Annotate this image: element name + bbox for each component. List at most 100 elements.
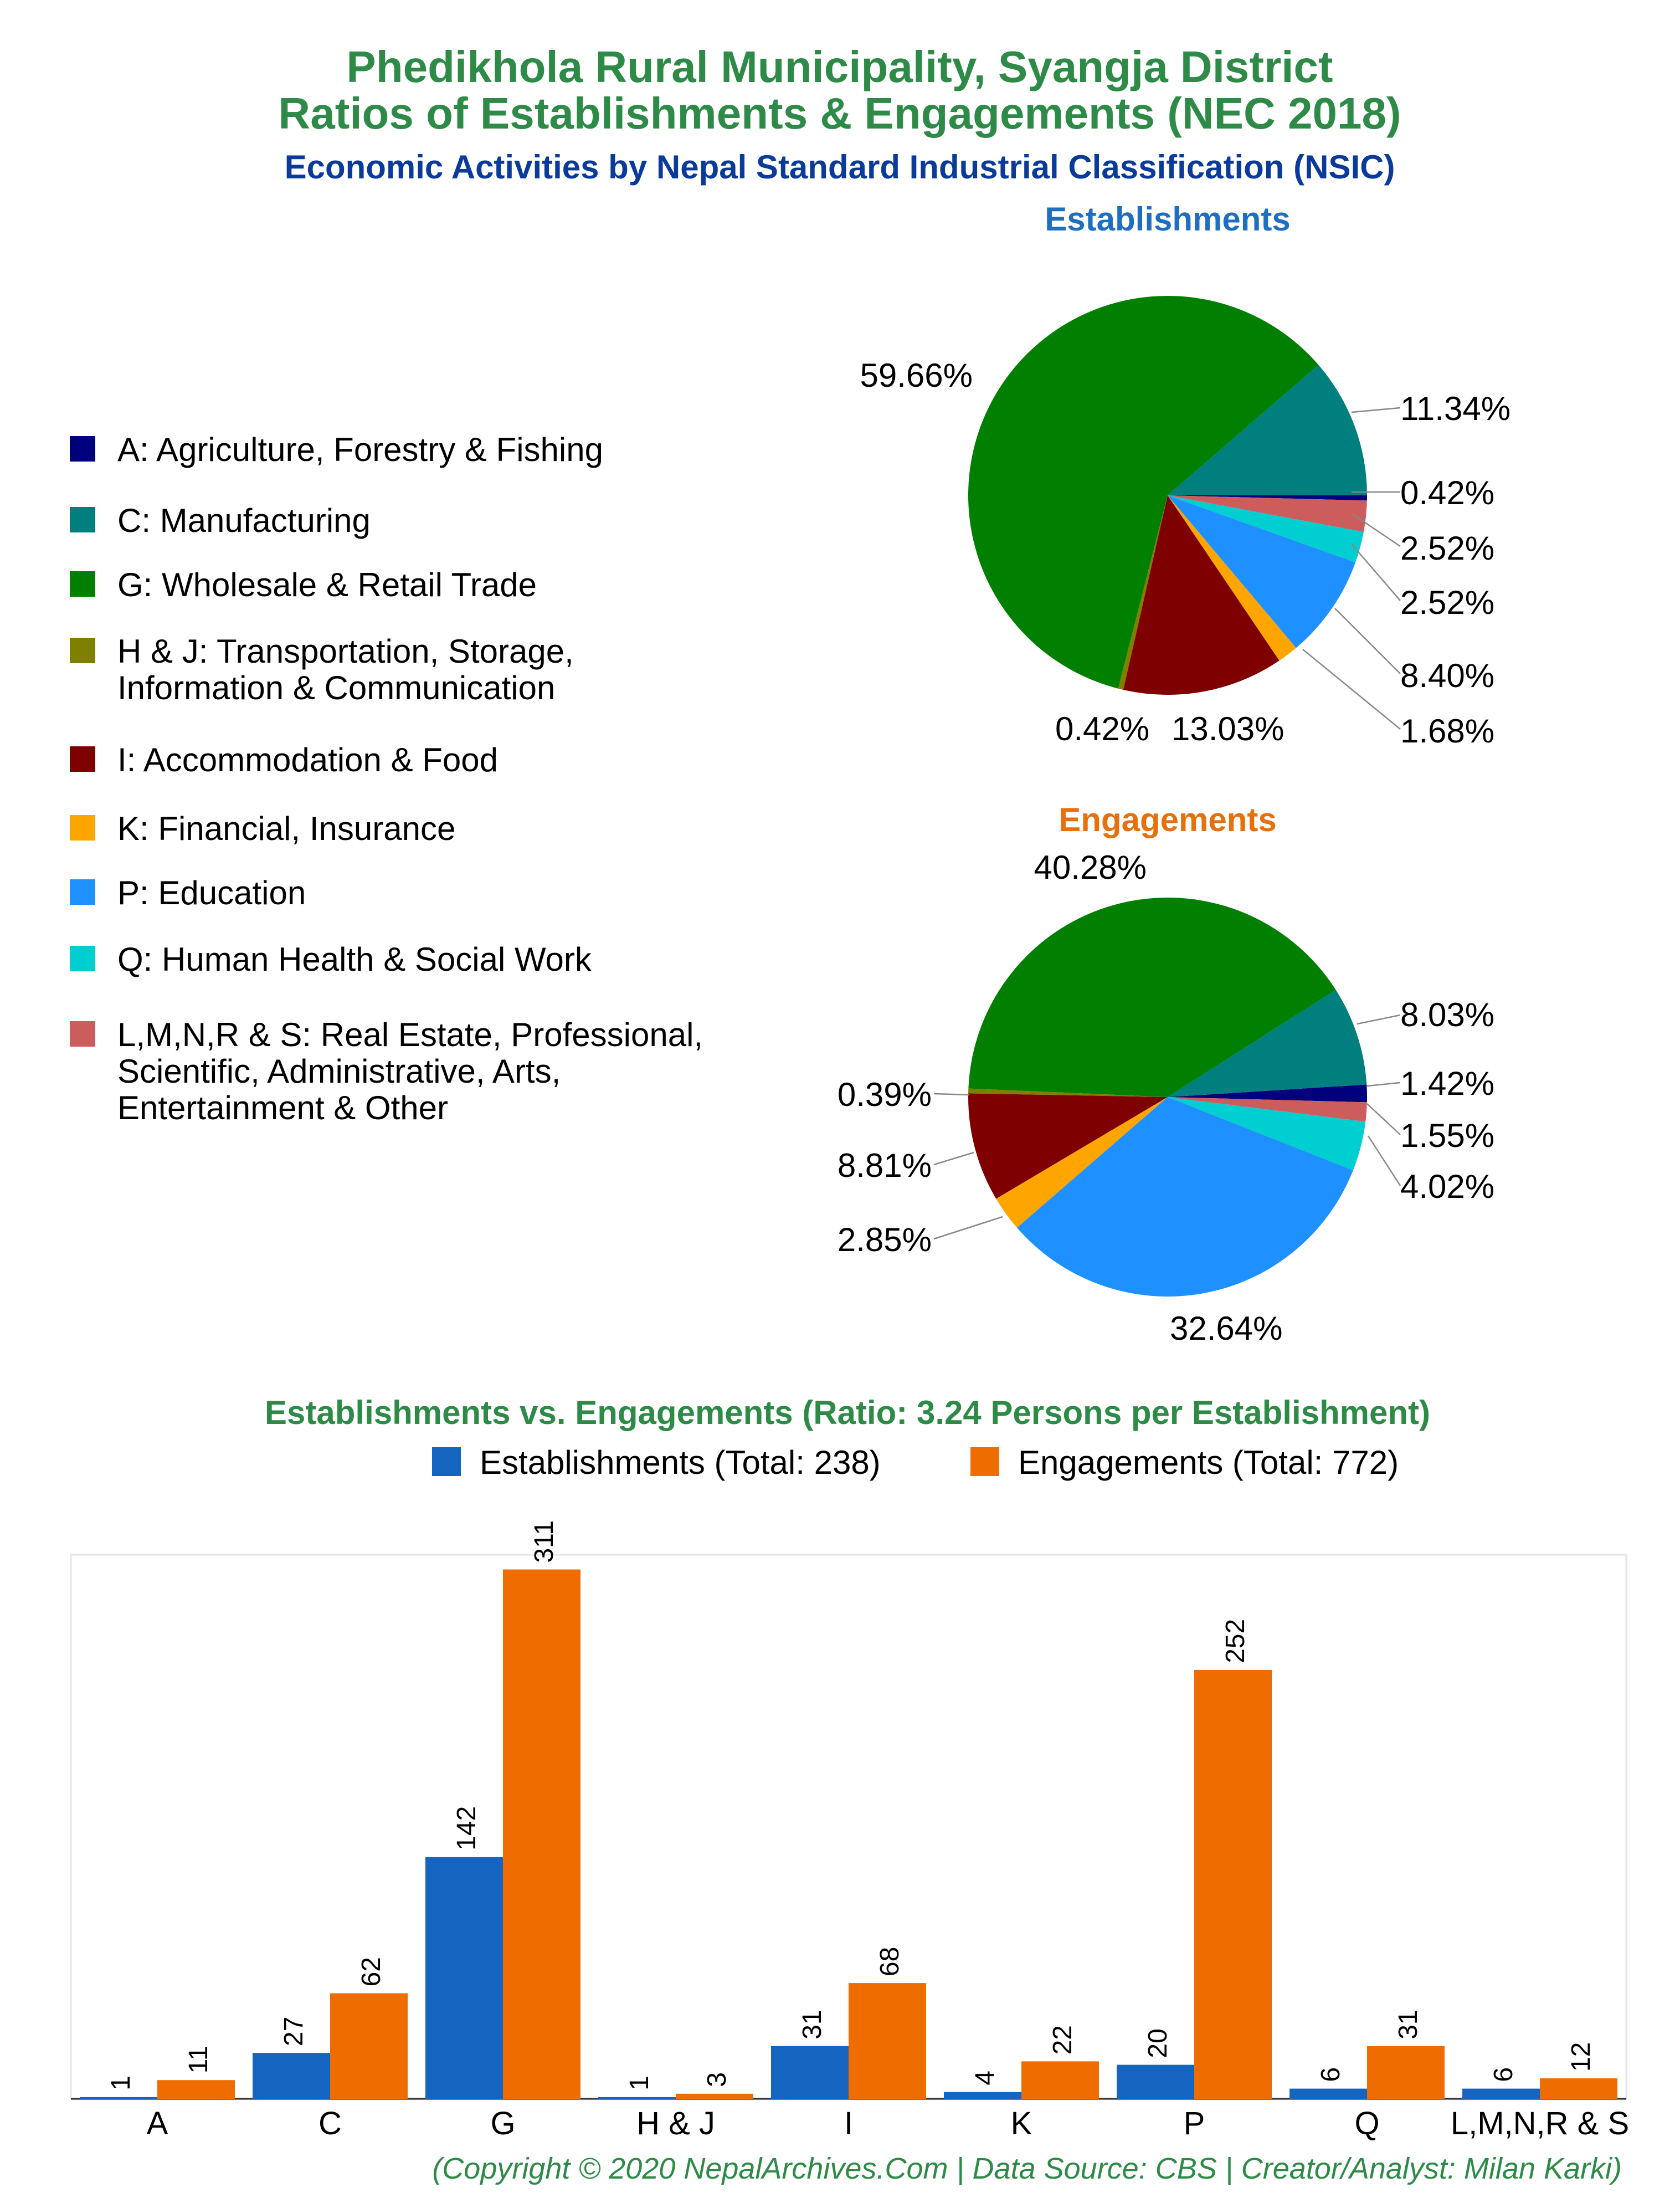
eng-pie-leader-a (1366, 1082, 1401, 1087)
eng-pie-slice-g (968, 898, 1336, 1097)
bar-engagements-g (503, 1569, 580, 2099)
bar-value-establishments-l-m-n-r-s: 6 (1489, 2067, 1518, 2082)
bar-category-label-h-j: H & J (636, 2105, 715, 2141)
bar-engagements-k (1021, 2061, 1099, 2099)
establishments-pie-chart: 0.42% 11.34% 59.66% 0.42% 13.03% 1.68% 8.40% 2.… (860, 296, 1511, 750)
est-pie-label-c: 11.34% (1400, 390, 1511, 427)
eng-pie-slice-k (996, 1097, 1168, 1228)
title-line-1: Phedikhola Rural Municipality, Syangja D… (346, 42, 1333, 91)
eng-pie-label-g: 40.28% (1034, 849, 1147, 886)
engagements-pie-chart: 1.42% 8.03% 40.28% 0.39% 8.81% 2.85% 32.64% 4.0… (838, 849, 1494, 1347)
bar-value-engagements-i: 68 (875, 1947, 905, 1976)
legend-swatch-q (70, 946, 95, 971)
legend-swatch-engagements (970, 1447, 999, 1476)
eng-pie-leader-k (933, 1216, 1003, 1240)
legend-swatch-establishments (432, 1447, 461, 1476)
bar-chart-legend: Establishments (Total: 238) Engagements … (432, 1444, 1399, 1481)
est-pie-label-p: 8.40% (1400, 657, 1494, 694)
bar-establishments-l-m-n-r-s (1462, 2088, 1540, 2099)
bar-value-establishments-i: 31 (798, 2010, 827, 2039)
eng-pie-label-c: 8.03% (1400, 996, 1494, 1033)
bar-category-label-g: G (490, 2105, 515, 2141)
est-pie-slice-c (1168, 365, 1367, 495)
est-pie-label-g: 59.66% (860, 357, 973, 394)
eng-pie-slice-c (1168, 990, 1367, 1097)
eng-pie-label-h-j: 0.39% (838, 1076, 932, 1113)
legend-label-i: I: Accommodation & Food (117, 741, 498, 778)
eng-pie-leader-c (1357, 1014, 1401, 1025)
bar-engagements-h-j (676, 2093, 753, 2099)
bar-category-label-c: C (318, 2105, 342, 2141)
bar-value-engagements-k: 22 (1048, 2025, 1077, 2054)
bar-establishments-q (1289, 2088, 1367, 2099)
est-pie-leader-p (1334, 608, 1401, 674)
eng-pie-label-q: 4.02% (1400, 1168, 1494, 1205)
bar-category-label-p: P (1184, 2105, 1205, 2141)
est-pie-leader-q (1351, 544, 1401, 601)
title-line-2: Ratios of Establishments & Engagements (… (278, 89, 1401, 138)
bar-establishments-k (944, 2092, 1021, 2099)
est-pie-label-k: 1.68% (1400, 713, 1494, 750)
est-pie-slice-g (968, 296, 1319, 689)
est-pie-label-a: 0.42% (1400, 474, 1494, 511)
bar-category-label-a: A (147, 2105, 168, 2141)
est-pie-label-h-j: 0.42% (1055, 710, 1149, 747)
est-pie-leader-c (1351, 407, 1401, 413)
establishments-pie-title: Establishments (1045, 201, 1290, 238)
bar-value-establishments-p: 20 (1143, 2028, 1173, 2058)
eng-pie-label-p: 32.64% (1170, 1310, 1283, 1347)
legend-label-k: K: Financial, Insurance (117, 810, 455, 847)
est-pie-label-i: 13.03% (1172, 710, 1285, 747)
legend-swatch-p (70, 879, 95, 905)
legend-label-l-m-n-r-s: Entertainment & Other (117, 1089, 448, 1126)
eng-pie-label-a: 1.42% (1400, 1065, 1494, 1102)
est-pie-slice-h-j (1118, 495, 1168, 690)
legend-label-q: Q: Human Health & Social Work (117, 941, 592, 978)
eng-pie-slice-i (968, 1093, 1168, 1199)
eng-pie-slice-a (1168, 1084, 1368, 1103)
est-pie-slice-i (1123, 495, 1280, 695)
bar-value-engagements-l-m-n-r-s: 12 (1566, 2042, 1596, 2072)
bar-value-establishments-g: 142 (452, 1806, 481, 1851)
eng-pie-leader-h-j (933, 1093, 970, 1096)
bar-establishments-p (1117, 2064, 1194, 2099)
legend-label-l-m-n-r-s: L,M,N,R & S: Real Estate, Professional, (117, 1016, 703, 1053)
legend-label-h-j: H & J: Transportation, Storage, (117, 633, 574, 670)
eng-pie-slice-p (1017, 1097, 1353, 1297)
bar-value-engagements-c: 62 (357, 1957, 386, 1986)
bar-engagements-p (1194, 1669, 1272, 2099)
engagements-pie-title: Engagements (1059, 801, 1276, 838)
legend-swatch-a (70, 436, 95, 462)
subtitle: Economic Activities by Nepal Standard In… (285, 148, 1395, 186)
legend-swatch-c (70, 507, 95, 532)
legend-label-c: C: Manufacturing (117, 502, 371, 539)
bar-value-engagements-g: 311 (530, 1520, 559, 1563)
legend-label-h-j: Information & Communication (117, 669, 555, 706)
bar-category-label-i: I (844, 2105, 853, 2141)
bar-engagements-c (330, 1993, 408, 2099)
est-pie-label-q: 2.52% (1400, 584, 1494, 621)
legend-swatch-l-m-n-r-s (70, 1021, 95, 1047)
eng-pie-label-k: 2.85% (838, 1221, 932, 1258)
bar-establishments-g (425, 1857, 503, 2099)
est-pie-slice-a (1168, 495, 1367, 501)
est-pie-label-l-m-n-r-s: 2.52% (1400, 530, 1494, 567)
legend-swatch-g (70, 571, 95, 597)
bar-value-establishments-c: 27 (279, 2017, 309, 2046)
est-pie-slice-q (1168, 495, 1364, 563)
bar-value-establishments-q: 6 (1316, 2067, 1345, 2082)
bar-category-label-l-m-n-r-s: L,M,N,R & S (1451, 2105, 1629, 2141)
bar-engagements-a (157, 2080, 235, 2099)
est-pie-slice-l-m-n-r-s (1168, 495, 1367, 532)
eng-pie-leader-l-m-n-r-s (1366, 1103, 1401, 1135)
legend-label-a: A: Agriculture, Forestry & Fishing (117, 431, 603, 468)
footer-credits: (Copyright © 2020 NepalArchives.Com | Da… (432, 2152, 1622, 2185)
bar-category-label-k: K (1011, 2105, 1032, 2141)
legend-swatch-k (70, 815, 95, 841)
legend-label-g: G: Wholesale & Retail Trade (117, 566, 537, 603)
eng-pie-label-l-m-n-r-s: 1.55% (1400, 1117, 1494, 1154)
eng-pie-slice-h-j (968, 1088, 1168, 1097)
eng-pie-leader-q (1367, 1135, 1401, 1186)
bar-value-engagements-q: 31 (1394, 2010, 1423, 2039)
